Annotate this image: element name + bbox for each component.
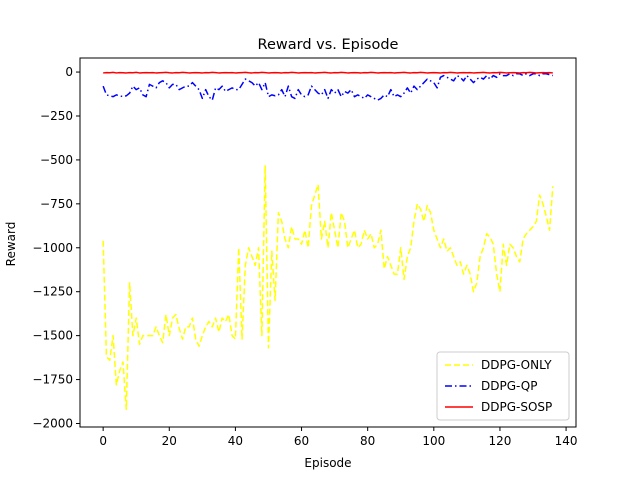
series-line-ddpg-qp <box>102 73 554 101</box>
x-tick-label: 100 <box>422 434 445 448</box>
legend: DDPG-ONLY DDPG-QP DDPG-SOSP <box>436 351 570 421</box>
axes-frame <box>79 57 577 428</box>
x-tick-label: 20 <box>162 434 177 448</box>
legend-label-ddpg-sosp: DDPG-SOSP <box>481 400 552 414</box>
legend-label-ddpg-qp: DDPG-QP <box>481 379 537 393</box>
y-tick-label: −1500 <box>32 329 73 343</box>
x-tick-label: 0 <box>99 434 107 448</box>
x-tick-label: 120 <box>488 434 511 448</box>
y-axis-title: Reward <box>4 222 18 267</box>
plot-area: 0 20 40 60 80 100 120 140 0 −250 −500 −750 −1000 −125… <box>32 57 578 448</box>
y-tick-label: −1250 <box>32 285 73 299</box>
legend-box <box>436 351 570 421</box>
x-tick-label: 140 <box>555 434 578 448</box>
chart-title: Reward vs. Episode <box>258 37 399 53</box>
y-tick-label: −2000 <box>32 416 73 430</box>
y-tick-label: −1000 <box>32 241 73 255</box>
legend-label-ddpg-only: DDPG-ONLY <box>481 358 552 372</box>
x-axis-title: Episode <box>304 456 351 470</box>
y-tick-label: −750 <box>40 197 73 211</box>
y-tick-label: −500 <box>40 153 73 167</box>
x-tick-label: 60 <box>294 434 309 448</box>
y-tick-label: −1750 <box>32 373 73 387</box>
series-line-ddpg-only <box>102 164 554 411</box>
y-tick-label: 0 <box>65 65 73 79</box>
series-line-ddpg-sosp <box>103 71 553 74</box>
x-tick-label: 40 <box>228 434 243 448</box>
y-tick-label: −250 <box>40 109 73 123</box>
x-tick-label: 80 <box>360 434 375 448</box>
